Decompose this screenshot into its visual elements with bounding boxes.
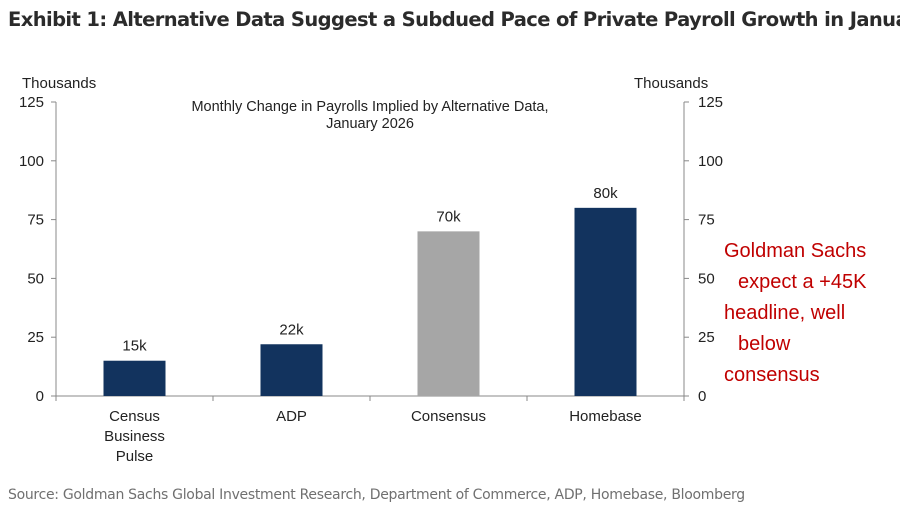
right-tick-label: 0 [698,388,706,405]
annotation-line: below [738,333,791,355]
category-label: Pulse [116,448,154,465]
bar [417,231,480,396]
category-label: Homebase [569,408,642,425]
annotation-line: consensus [724,364,820,386]
bar [574,207,637,396]
left-axis-unit: Thousands [22,75,96,92]
bar [260,344,323,396]
chart-title-line: Monthly Change in Payrolls Implied by Al… [191,99,548,115]
data-label: 70k [436,208,461,225]
data-label: 80k [593,185,618,202]
chart-title-line: January 2026 [326,116,414,132]
left-tick-label: 50 [27,270,44,287]
left-tick-label: 75 [27,212,44,229]
category-label: ADP [276,408,307,425]
source-note: Source: Goldman Sachs Global Investment … [8,487,745,503]
category-label: Business [104,428,165,445]
left-tick-label: 25 [27,329,44,346]
right-tick-label: 25 [698,329,715,346]
left-tick-label: 125 [19,94,44,111]
annotation-line: headline, well [724,302,846,324]
left-tick-label: 100 [19,153,44,170]
right-tick-label: 75 [698,212,715,229]
right-tick-label: 50 [698,270,715,287]
right-tick-label: 100 [698,153,723,170]
right-axis-unit: Thousands [634,75,708,92]
left-tick-label: 0 [36,388,44,405]
category-label: Census [109,408,160,425]
annotation-line: expect a +45K [738,271,867,293]
category-label: Consensus [411,408,486,425]
bar [103,360,166,396]
right-tick-label: 125 [698,94,723,111]
data-label: 15k [122,338,147,355]
annotation-line: Goldman Sachs [724,240,867,262]
annotation-text: Goldman Sachs expect a +45K headline, wel… [724,236,866,391]
exhibit-title: Exhibit 1: Alternative Data Suggest a Su… [8,8,900,31]
data-label: 22k [279,321,304,338]
